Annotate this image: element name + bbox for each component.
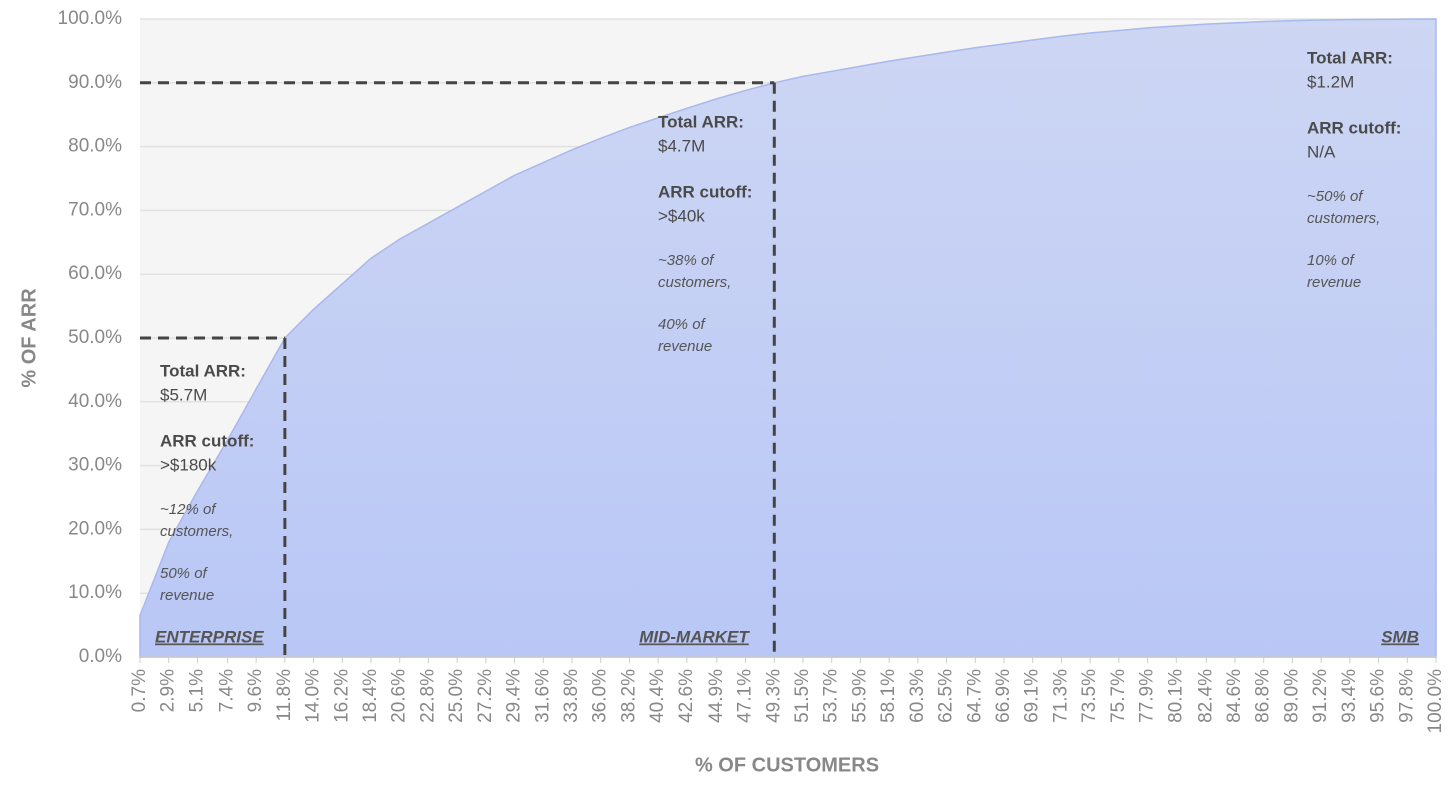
x-tick-label: 25.0%: [446, 669, 467, 723]
segment-note: ~38% of: [658, 252, 715, 269]
x-tick-label: 16.2%: [331, 669, 352, 723]
x-tick-label: 93.4%: [1339, 669, 1360, 723]
x-tick-label: 95.6%: [1368, 669, 1389, 723]
y-tick-label: 60.0%: [68, 263, 122, 284]
y-tick-label: 30.0%: [68, 455, 122, 476]
x-tick-label: 75.7%: [1108, 669, 1129, 723]
x-tick-label: 18.4%: [360, 669, 381, 723]
x-tick-label: 49.3%: [763, 669, 784, 723]
segment-note: customers,: [1307, 210, 1380, 227]
x-tick-label: 58.1%: [878, 669, 899, 723]
x-tick-label: 47.1%: [735, 669, 756, 723]
segment-note: revenue: [160, 587, 214, 604]
segment-note: 10% of: [1307, 252, 1356, 269]
y-tick-label: 90.0%: [68, 72, 122, 93]
segment-total-label: Total ARR:: [160, 361, 246, 380]
segment-name: MID-MARKET: [639, 627, 750, 646]
segment-cutoff: >$180k: [160, 455, 217, 474]
x-tick-label: 62.5%: [936, 669, 957, 723]
x-tick-label: 14.0%: [303, 669, 324, 723]
x-axis-title: % OF CUSTOMERS: [695, 754, 879, 776]
x-tick-label: 84.6%: [1224, 669, 1245, 723]
segment-note: revenue: [1307, 274, 1361, 291]
x-tick-label: 69.1%: [1022, 669, 1043, 723]
x-tick-label: 31.6%: [532, 669, 553, 723]
x-tick-label: 9.6%: [245, 669, 266, 712]
x-tick-label: 60.3%: [907, 669, 928, 723]
x-tick-label: 91.2%: [1310, 669, 1331, 723]
x-tick-label: 71.3%: [1050, 669, 1071, 723]
x-tick-label: 40.4%: [647, 669, 668, 723]
segment-note: customers,: [160, 523, 233, 540]
segment-note: 50% of: [160, 565, 209, 582]
x-tick-label: 0.7%: [129, 669, 150, 712]
x-tick-label: 77.9%: [1137, 669, 1158, 723]
y-tick-label: 20.0%: [68, 518, 122, 539]
segment-total-label: Total ARR:: [1307, 48, 1393, 67]
x-tick-label: 55.9%: [849, 669, 870, 723]
segment-total: $1.2M: [1307, 72, 1354, 91]
y-tick-label: 0.0%: [79, 646, 122, 667]
x-tick-label: 38.2%: [618, 669, 639, 723]
y-axis-title: % OF ARR: [18, 288, 40, 388]
segment-total: $4.7M: [658, 136, 705, 155]
x-tick-label: 33.8%: [561, 669, 582, 723]
x-tick-label: 89.0%: [1281, 669, 1302, 723]
x-tick-label: 97.8%: [1396, 669, 1417, 723]
x-tick-label: 44.9%: [706, 669, 727, 723]
segment-cutoff-label: ARR cutoff:: [658, 182, 752, 201]
x-tick-label: 36.0%: [590, 669, 611, 723]
x-tick-label: 80.1%: [1165, 669, 1186, 723]
x-tick-label: 100.0%: [1425, 669, 1446, 734]
segment-name: SMB: [1381, 627, 1419, 646]
segment-total-label: Total ARR:: [658, 112, 744, 131]
x-tick-label: 51.5%: [792, 669, 813, 723]
segment-cutoff-label: ARR cutoff:: [1307, 118, 1401, 137]
segment-total: $5.7M: [160, 385, 207, 404]
x-tick-label: 86.8%: [1253, 669, 1274, 723]
area: [139, 18, 1437, 658]
x-tick-label: 29.4%: [504, 669, 525, 723]
segment-note: revenue: [658, 338, 712, 355]
segment-note: customers,: [658, 274, 731, 291]
x-tick-label: 2.9%: [158, 669, 179, 712]
y-tick-label: 70.0%: [68, 199, 122, 220]
x-tick-label: 11.8%: [274, 669, 295, 722]
y-tick-label: 50.0%: [68, 327, 122, 348]
x-tick-label: 64.7%: [964, 669, 985, 723]
segment-note: ~50% of: [1307, 188, 1364, 205]
x-tick-label: 53.7%: [821, 669, 842, 723]
x-tick-label: 73.5%: [1079, 669, 1100, 723]
segment-note: ~12% of: [160, 501, 217, 518]
x-tick-label: 82.4%: [1195, 669, 1216, 723]
segment-cutoff-label: ARR cutoff:: [160, 431, 254, 450]
y-tick-label: 10.0%: [68, 582, 122, 603]
x-tick-label: 7.4%: [216, 669, 237, 712]
segment-name: ENTERPRISE: [155, 627, 264, 646]
x-tick-label: 20.6%: [389, 669, 410, 723]
x-tick-label: 27.2%: [475, 669, 496, 723]
segment-note: 40% of: [658, 316, 707, 333]
segment-cutoff: >$40k: [658, 206, 705, 225]
x-tick-label: 42.6%: [676, 669, 697, 723]
segment-cutoff: N/A: [1307, 142, 1336, 161]
x-tick-label: 22.8%: [417, 669, 438, 723]
y-tick-label: 100.0%: [58, 8, 123, 29]
x-tick-label: 66.9%: [993, 669, 1014, 723]
y-tick-label: 40.0%: [68, 391, 122, 412]
y-tick-label: 80.0%: [68, 136, 122, 157]
x-tick-label: 5.1%: [186, 669, 207, 712]
